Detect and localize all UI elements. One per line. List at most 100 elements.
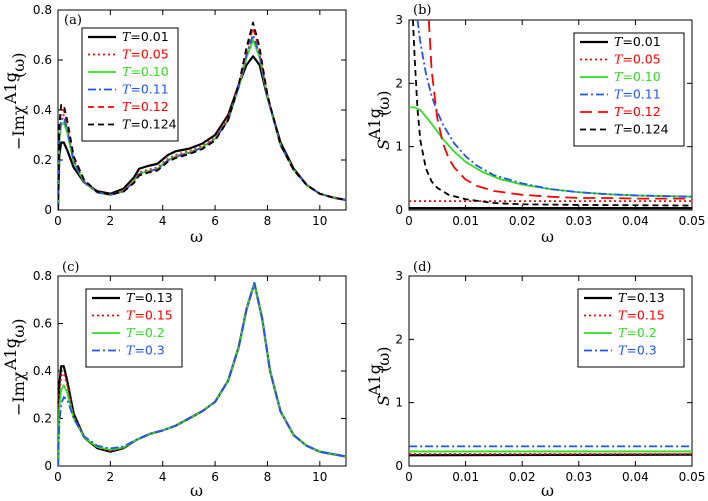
legend-label: T=0.15 — [618, 308, 665, 323]
series-line-t-0-11 — [58, 34, 346, 210]
panel-d-ylabel-arg: (ω) — [374, 346, 393, 372]
x-tick-label: 8 — [264, 470, 272, 484]
x-tick-label: 0.03 — [565, 470, 592, 484]
panel-d-ylabel-sup: A1g — [365, 364, 384, 397]
y-tick-label: 0.2 — [33, 153, 52, 167]
y-tick-label: 0.6 — [33, 317, 52, 331]
x-tick-label: 0.01 — [452, 214, 479, 228]
legend-label: T=0.2 — [618, 325, 657, 340]
panel-d-x-axis-label: ω — [541, 481, 554, 500]
x-tick-label: 10 — [312, 214, 327, 228]
panel-a-ticks: 0 2 4 6 8 10 0 0.2 0.4 0.6 0.8 — [33, 3, 346, 228]
x-tick-label: 0 — [405, 470, 413, 484]
legend-box — [85, 288, 183, 368]
panel-a-ylabel-arg: (ω) — [9, 52, 28, 78]
panel-b-y-axis-label: S A1g (ω) — [365, 90, 393, 150]
panel-b-ylabel-arg: (ω) — [374, 90, 393, 116]
x-tick-label: 0 — [54, 470, 62, 484]
panel-c-ylabel-main: −Imχ — [9, 371, 28, 416]
panel-c-ylabel-arg: (ω) — [9, 318, 28, 344]
panel-b-frame — [408, 19, 693, 211]
series-line-t-0-3 — [58, 282, 346, 466]
x-tick-label: 0.02 — [509, 470, 536, 484]
legend-label: T=0.05 — [122, 47, 169, 62]
panel-c-ylabel-sup: A1g — [1, 338, 20, 371]
panel-d-legend: T=0.13 T=0.15 T=0.2 T=0.3 — [577, 288, 685, 368]
y-tick-label: 0 — [395, 203, 403, 217]
legend-label: T=0.12 — [614, 104, 661, 119]
panel-c-lines — [58, 282, 346, 466]
panel-a-legend: T=0.01 T=0.05 T=0.10 T=0.11 T=0.12 T=0.124 — [81, 27, 179, 142]
legend-label: T=0.15 — [126, 308, 173, 323]
x-tick-label: 2 — [107, 470, 115, 484]
panel-d-ylabel-main: S — [374, 395, 393, 406]
x-tick-label: 0.04 — [622, 214, 649, 228]
x-tick-label: 0.05 — [679, 470, 706, 484]
legend-label: T=0.124 — [122, 117, 177, 132]
y-tick-label: 2 — [395, 76, 403, 90]
y-tick-label: 0.4 — [33, 103, 52, 117]
x-tick-label: 4 — [159, 470, 167, 484]
panel-a-x-axis-label: ω — [190, 227, 203, 246]
y-tick-label: 3 — [395, 13, 403, 27]
x-tick-label: 8 — [264, 214, 272, 228]
series-line-t-0-05 — [58, 34, 346, 210]
legend-label: T=0.11 — [122, 82, 169, 97]
x-tick-label: 0.03 — [565, 214, 592, 228]
x-tick-label: 2 — [107, 214, 115, 228]
panel-c-x-axis-label: ω — [190, 481, 203, 500]
panel-b-ylabel-sup: A1g — [365, 108, 384, 141]
panel-c-legend: T=0.13 T=0.15 T=0.2 T=0.3 — [85, 288, 183, 368]
x-tick-label: 6 — [211, 214, 219, 228]
legend-box — [577, 288, 685, 368]
y-tick-label: 1 — [395, 396, 403, 410]
legend-label: T=0.3 — [618, 343, 657, 358]
panel-a-ylabel-main: −Imχ — [9, 105, 28, 150]
panel-b-x-axis-label: ω — [541, 227, 554, 246]
y-tick-label: 2 — [395, 332, 403, 346]
legend-label: T=0.12 — [122, 99, 169, 114]
x-tick-label: 0.01 — [452, 470, 479, 484]
panel-c-label: (c) — [62, 260, 79, 275]
legend-label: T=0.05 — [614, 52, 661, 67]
legend-label: T=0.01 — [614, 34, 661, 49]
series-line-t-0-124 — [412, 20, 692, 207]
legend-label: T=0.124 — [614, 122, 669, 137]
panel-a-ylabel-sup: A1g — [1, 72, 20, 105]
legend-label: T=0.13 — [618, 290, 665, 305]
panel-a-y-axis-label: −Imχ A1g (ω) — [1, 52, 28, 150]
panel-c-ticks: 0 2 4 6 8 10 0 0.2 0.4 0.6 0.8 — [33, 269, 346, 484]
series-line-t-0-12 — [427, 20, 692, 200]
y-tick-label: 0.6 — [33, 53, 52, 67]
panel-d-y-axis-label: S A1g (ω) — [365, 346, 393, 406]
panel-b-lines — [409, 20, 692, 210]
x-tick-label: 0.05 — [679, 214, 706, 228]
panel-d-label: (d) — [413, 260, 431, 275]
legend-label: T=0.13 — [126, 290, 173, 305]
legend-label: T=0.3 — [126, 343, 165, 358]
x-tick-label: 0 — [54, 214, 62, 228]
legend-box — [573, 32, 685, 147]
panel-d-lines — [409, 445, 692, 457]
panel-a-lines — [58, 21, 346, 210]
legend-label: T=0.11 — [614, 87, 661, 102]
panel-a-label: (a) — [64, 13, 82, 28]
x-tick-label: 6 — [211, 470, 219, 484]
y-tick-label: 0.2 — [33, 412, 52, 426]
legend-box — [81, 27, 179, 142]
y-tick-label: 0.8 — [33, 3, 52, 17]
panel-c-y-axis-label: −Imχ A1g (ω) — [1, 318, 28, 416]
y-tick-label: 1 — [395, 140, 403, 154]
x-tick-label: 0.02 — [509, 214, 536, 228]
series-line-t-0-124 — [58, 21, 346, 210]
panel-b-ylabel-main: S — [374, 139, 393, 150]
y-tick-label: 0.8 — [33, 269, 52, 283]
series-line-t-0-11 — [416, 20, 692, 198]
legend-label: T=0.2 — [126, 325, 165, 340]
legend-label: T=0.10 — [614, 69, 661, 84]
y-tick-label: 3 — [395, 269, 403, 283]
x-tick-label: 10 — [312, 470, 327, 484]
